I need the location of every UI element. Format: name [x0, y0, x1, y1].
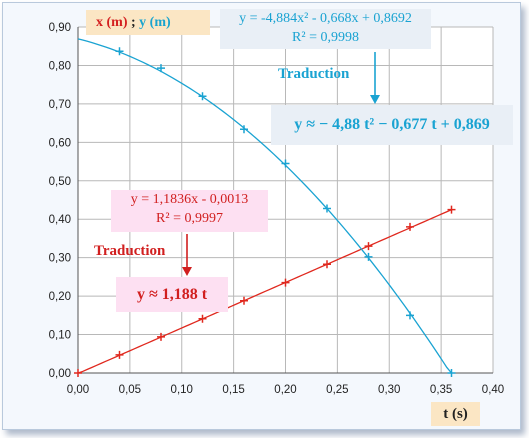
x-trendline-r2: R² = 0,9997: [156, 211, 223, 226]
x-axis-label: t (s): [431, 402, 480, 426]
x-approx-equation: y ≈ 1,188 t: [116, 277, 228, 312]
x-tick-label: 0,40: [482, 384, 504, 396]
data-point-x: [74, 369, 82, 377]
data-point-y: [281, 159, 290, 168]
x-tick-label: 0,10: [171, 384, 193, 396]
x-tick-label: 0,15: [222, 384, 244, 396]
data-point-x: [115, 350, 124, 359]
y-tick-label: 0,60: [49, 137, 71, 149]
x-tick-label: 0,35: [430, 384, 452, 396]
y-tick-label: 0,80: [49, 60, 71, 72]
data-point-x: [447, 205, 456, 214]
data-point-x: [323, 260, 331, 269]
data-point-y: [447, 369, 456, 377]
y-approx-equation: y ≈ − 4,88 t² − 0,677 t + 0,869: [271, 105, 513, 145]
trendline-y: [77, 38, 452, 374]
trendline-x: [77, 209, 452, 374]
y-trendline-equation: y = -4,884x² - 0,668x + 0,8692: [239, 11, 412, 26]
data-point-y: [240, 125, 248, 134]
y-tick-label: 0,40: [49, 214, 71, 226]
y-traduction-label: Traduction: [278, 66, 350, 82]
y-tick-label: 0,30: [49, 253, 71, 265]
y-trendline-equation-box: y = -4,884x² - 0,668x + 0,8692 R² = 0,99…: [220, 9, 431, 49]
data-point-x: [364, 242, 373, 251]
y-tick-label: 0,50: [49, 176, 71, 188]
y-tick-label: 0,20: [49, 291, 71, 303]
x-trendline-equation-box: y = 1,1836x - 0,0013 R² = 0,9997: [111, 190, 268, 232]
data-point-y: [115, 47, 124, 56]
x-tick-label: 0,00: [67, 384, 89, 396]
legend-separator: ;: [127, 15, 140, 30]
x-traduction-label: Traduction: [94, 243, 166, 259]
data-point-y: [157, 64, 165, 73]
x-tick-label: 0,25: [326, 384, 348, 396]
y-tick-label: 0,70: [49, 99, 71, 111]
legend: x (m) ; y (m): [86, 10, 210, 35]
data-point-x: [281, 278, 290, 287]
y-tick-label: 0,10: [49, 330, 71, 342]
x-tick-label: 0,20: [274, 384, 296, 396]
y-trendline-r2: R² = 0,9998: [292, 30, 359, 45]
x-trendline-equation: y = 1,1836x - 0,0013: [130, 192, 249, 207]
legend-x-label: x (m): [96, 15, 128, 30]
y-traduction-arrowhead: [370, 95, 380, 104]
y-tick-label: 0,00: [49, 368, 71, 380]
data-point-y: [198, 92, 207, 101]
x-tick-label: 0,05: [119, 384, 141, 396]
y-tick-label: 0,90: [49, 22, 71, 34]
data-point-x: [406, 222, 414, 231]
data-point-y: [323, 204, 331, 213]
data-point-x: [198, 314, 207, 323]
x-tick-label: 0,30: [378, 384, 400, 396]
legend-y-label: y (m): [139, 15, 171, 30]
data-point-x: [157, 332, 165, 341]
x-traduction-arrowhead: [182, 267, 192, 276]
data-point-y: [364, 252, 373, 261]
data-point-y: [406, 311, 414, 320]
data-point-x: [240, 296, 248, 305]
